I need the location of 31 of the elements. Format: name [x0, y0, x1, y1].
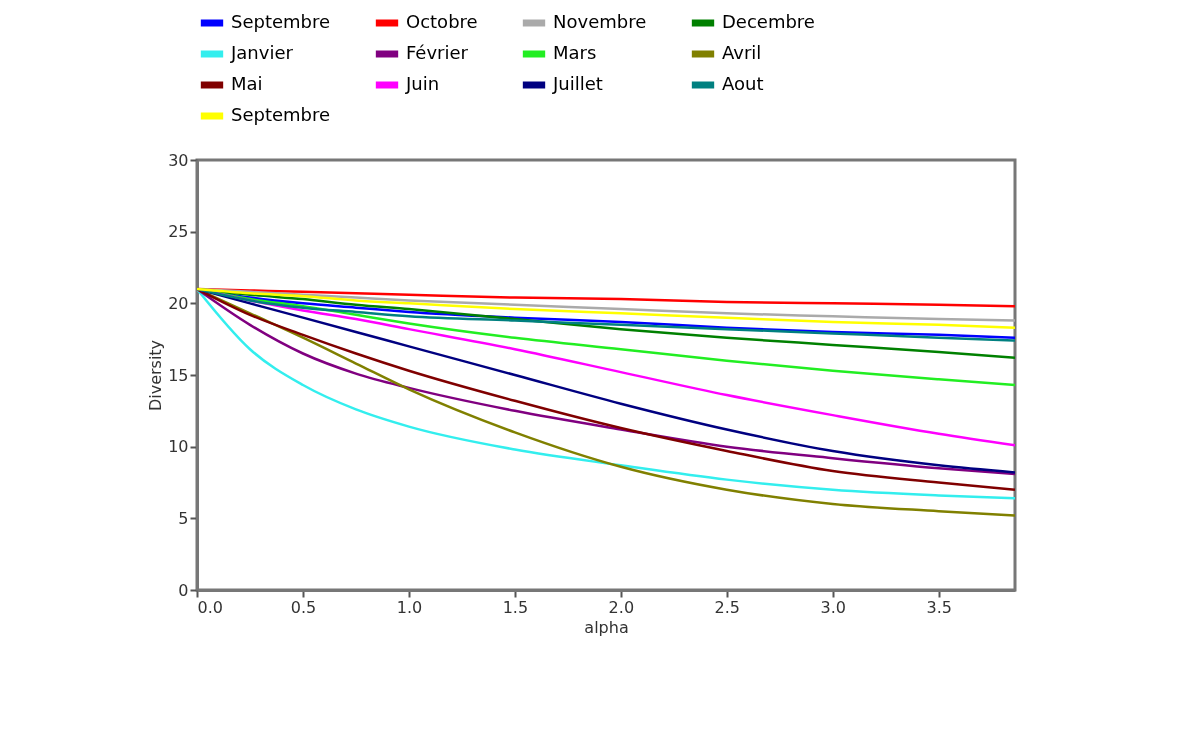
y-tick-label: 5 [178, 508, 189, 528]
x-tick-label: 3.5 [926, 597, 952, 617]
legend-label: Juillet [552, 73, 603, 94]
x-tick-label: 0.5 [290, 597, 317, 617]
legend-label: Avril [722, 42, 762, 63]
y-tick-label: 15 [168, 365, 189, 385]
y-axis-title: Diversity [146, 339, 166, 412]
y-tick-label: 20 [168, 293, 189, 313]
legend-label: Octobre [406, 11, 478, 32]
legend-label: Mai [231, 73, 263, 94]
y-tick-label: 30 [168, 150, 189, 170]
legend-label: Decembre [722, 11, 815, 32]
y-tick-label: 25 [168, 222, 189, 242]
x-tick-label: 1.5 [502, 597, 529, 617]
y-tick-label: 10 [168, 437, 189, 457]
legend-label: Mars [553, 42, 597, 63]
legend-label: Aout [722, 73, 764, 94]
x-axis-title: alpha [584, 617, 629, 637]
y-tick-label: 0 [178, 580, 189, 600]
legend-label: Septembre [231, 11, 331, 32]
x-tick-label: 1.0 [396, 597, 423, 617]
legend-label: Novembre [553, 11, 647, 32]
x-tick-label: 3.0 [820, 597, 846, 617]
legend-label: Juin [405, 73, 440, 94]
legend-label: Septembre [231, 104, 331, 125]
x-tick-label: 2.0 [608, 597, 635, 617]
line-series [197, 287, 1015, 329]
x-tick-label: 0.0 [197, 597, 223, 617]
legend-label: Février [406, 42, 469, 63]
legend-label: Janvier [230, 42, 294, 63]
x-tick-label: 2.5 [714, 597, 741, 617]
